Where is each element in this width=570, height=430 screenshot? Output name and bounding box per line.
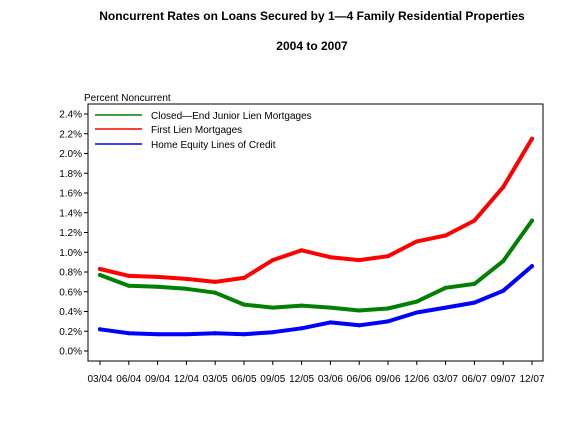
legend-label-0: Closed—End Junior Lien Mortgages — [151, 111, 312, 122]
data-point — [155, 274, 160, 279]
data-point — [414, 310, 419, 315]
legend: Closed—End Junior Lien Mortgages First L… — [95, 111, 312, 151]
data-point — [270, 330, 275, 335]
y-tick-label: 1.2% — [59, 228, 82, 239]
data-point — [386, 254, 390, 259]
y-tick-label: 0.0% — [59, 347, 82, 358]
data-point — [213, 279, 218, 284]
series-line-0 — [98, 218, 534, 313]
data-point — [472, 281, 477, 286]
data-point — [126, 273, 131, 278]
data-point — [242, 332, 246, 337]
data-point — [270, 305, 275, 310]
data-point — [98, 267, 102, 271]
data-point — [414, 299, 419, 304]
x-tick-label: 06/06 — [347, 374, 372, 385]
data-point — [184, 286, 189, 291]
y-tick-label: 0.6% — [59, 287, 82, 298]
chart-subtitle: 2004 to 2007 — [276, 39, 348, 53]
data-point — [213, 290, 218, 295]
chart-title: Noncurrent Rates on Loans Secured by 1—4… — [99, 9, 525, 23]
y-tick-label: 0.2% — [59, 327, 82, 338]
data-point — [299, 248, 304, 253]
series-lines — [98, 136, 534, 337]
y-tick-label: 1.4% — [59, 208, 82, 219]
data-point — [328, 320, 333, 325]
data-point — [126, 283, 131, 288]
x-tick-label: 09/06 — [375, 374, 400, 385]
data-point — [98, 273, 102, 277]
x-axis: 03/04 06/04 09/04 12/04 03/05 06/05 09/05 12/05… — [87, 361, 545, 385]
data-point — [126, 331, 131, 336]
data-point — [357, 323, 362, 328]
x-tick-label: 03/05 — [203, 374, 228, 385]
y-tick-label: 1.6% — [59, 189, 82, 200]
data-point — [299, 326, 304, 331]
data-point — [242, 302, 246, 307]
data-point — [386, 319, 390, 324]
legend-label-2: Home Equity Lines of Credit — [151, 140, 276, 151]
y-tick-label: 0.4% — [59, 307, 82, 318]
x-tick-label: 03/06 — [318, 374, 343, 385]
y-tick-label: 2.2% — [59, 129, 82, 140]
data-point — [328, 255, 333, 260]
series-line-2 — [98, 264, 534, 337]
data-point — [472, 300, 477, 305]
y-tick-label: 0.8% — [59, 268, 82, 279]
data-point — [328, 305, 333, 310]
data-point — [530, 136, 534, 141]
x-tick-label: 06/07 — [462, 374, 487, 385]
data-point — [299, 303, 304, 308]
x-tick-label: 09/07 — [491, 374, 516, 385]
data-point — [386, 306, 390, 311]
data-point — [443, 305, 448, 310]
y-axis: 0.0% 0.2% 0.4% 0.6% 0.8% 1.0% 1.2% 1.4% 1.6% 1.8%… — [59, 110, 88, 358]
data-point — [501, 185, 506, 190]
x-tick-label: 06/04 — [116, 374, 141, 385]
x-tick-label: 12/06 — [404, 374, 429, 385]
data-point — [443, 285, 448, 290]
x-tick-label: 09/05 — [260, 374, 285, 385]
x-tick-label: 12/05 — [289, 374, 314, 385]
data-point — [472, 218, 477, 223]
x-tick-label: 12/07 — [519, 374, 544, 385]
data-point — [501, 288, 506, 293]
data-point — [501, 259, 506, 264]
data-point — [414, 239, 419, 244]
data-point — [213, 331, 218, 336]
data-point — [530, 264, 534, 269]
data-point — [155, 284, 160, 289]
y-tick-label: 1.8% — [59, 169, 82, 180]
y-tick-label: 2.4% — [59, 110, 82, 121]
x-tick-label: 09/04 — [145, 374, 170, 385]
legend-label-1: First Lien Mortgages — [151, 125, 242, 136]
x-tick-label: 03/04 — [87, 374, 112, 385]
data-point — [530, 218, 534, 223]
data-point — [184, 332, 189, 337]
data-point — [242, 275, 246, 280]
y-tick-label: 2.0% — [59, 149, 82, 160]
data-point — [184, 276, 189, 281]
x-tick-label: 12/04 — [174, 374, 199, 385]
data-point — [155, 332, 160, 337]
y-axis-label: Percent Noncurrent — [84, 93, 171, 104]
data-point — [98, 327, 102, 332]
data-point — [357, 308, 362, 313]
data-point — [443, 233, 448, 238]
series-line-1 — [98, 136, 534, 284]
data-point — [270, 258, 275, 263]
y-tick-label: 1.0% — [59, 248, 82, 259]
x-tick-label: 03/07 — [433, 374, 458, 385]
data-point — [357, 258, 362, 263]
x-tick-label: 06/05 — [231, 374, 256, 385]
